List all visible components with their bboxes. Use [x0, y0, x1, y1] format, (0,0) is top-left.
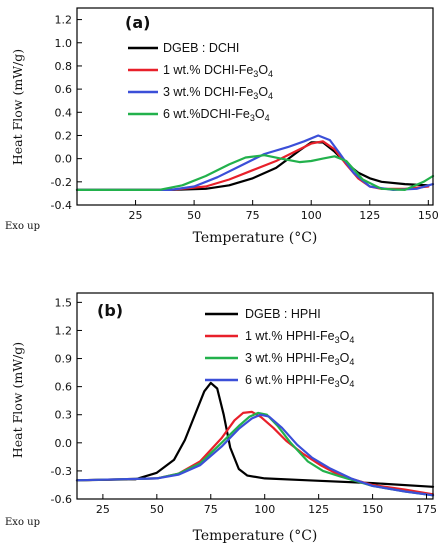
- y-tick-label: 1.0: [55, 37, 73, 50]
- y-tick-label: 1.2: [55, 14, 73, 27]
- legend-label-4: 6 wt.% HPHI-Fe3O4: [245, 373, 354, 389]
- x-axis-title-b: Temperature (°C): [193, 528, 318, 544]
- legend-label-2: 1 wt.% HPHI-Fe3O4: [245, 329, 354, 345]
- x-tick-label: 125: [308, 503, 329, 516]
- y-tick-label: -0.4: [51, 199, 72, 212]
- y-tick-label: 1.2: [55, 324, 73, 337]
- y-axis-title-b: Heat Flow (mW/g): [10, 342, 25, 458]
- ticks-a: 25 50 75 100 125 150 -0.4 -0.2 0.0 0.2 0.4 0.6 0.8 1.…: [51, 14, 439, 222]
- series-line-2: [75, 410, 435, 496]
- series-line-4: [75, 413, 435, 497]
- x-tick-label: 50: [150, 503, 164, 516]
- y-axis-title-a: Heat Flow (mW/g): [10, 49, 25, 165]
- y-tick-label: 0.2: [55, 129, 73, 142]
- panel-label-b: (b): [97, 301, 123, 320]
- y-tick-label: 0.0: [55, 437, 73, 450]
- y-tick-label: 0.8: [55, 60, 73, 73]
- lines-a: [75, 134, 435, 191]
- ticks-b: 25 50 75 100 125 150 175 -0.6 -0.3 0.0 0.3 0.6 0.9 1.…: [51, 296, 437, 516]
- series-line-1: [75, 141, 430, 191]
- x-tick-label: 100: [301, 209, 322, 222]
- y-tick-label: 0.6: [55, 381, 73, 394]
- legend-b: DGEB : HPHI 1 wt.% HPHI-Fe3O4 3 wt.% HPHI-…: [205, 307, 354, 389]
- plot-frame-a: [76, 7, 434, 206]
- x-tick-label: 100: [254, 503, 275, 516]
- panel-label-a: (a): [125, 13, 150, 32]
- panel-a: DGEB : DCHI 1 wt.% DCHI-Fe3O4 3 wt.% DCHI-…: [5, 7, 439, 246]
- exo-note-b: Exo up: [5, 517, 40, 528]
- y-tick-label: 1.5: [55, 296, 73, 309]
- x-axis-title-a: Temperature (°C): [193, 230, 318, 246]
- legend-label-2: 1 wt.% DCHI-Fe3O4: [163, 63, 273, 79]
- y-tick-label: 0.9: [55, 353, 73, 366]
- legend-label-1: DGEB : DCHI: [163, 41, 239, 55]
- y-tick-label: 0.4: [55, 106, 73, 119]
- y-tick-label: -0.2: [51, 176, 72, 189]
- x-tick-label: 175: [416, 503, 437, 516]
- x-tick-label: 25: [96, 503, 110, 516]
- y-tick-label: 0.3: [55, 409, 73, 422]
- y-tick-label: -0.6: [51, 493, 72, 506]
- x-tick-label: 150: [362, 503, 383, 516]
- legend-label-1: DGEB : HPHI: [245, 307, 321, 321]
- x-tick-label: 125: [359, 209, 380, 222]
- x-tick-label: 25: [129, 209, 143, 222]
- legend-a: DGEB : DCHI 1 wt.% DCHI-Fe3O4 3 wt.% DCHI-…: [128, 41, 273, 123]
- series-line-3: [75, 411, 435, 497]
- series-line-2: [75, 140, 430, 191]
- series-line-4: [75, 154, 435, 191]
- legend-label-3: 3 wt.% HPHI-Fe3O4: [245, 351, 354, 367]
- legend-label-3: 3 wt.% DCHI-Fe3O4: [163, 85, 273, 101]
- lines-b: [75, 381, 435, 497]
- x-tick-label: 75: [246, 209, 260, 222]
- x-tick-label: 150: [418, 209, 439, 222]
- legend-label-4: 6 wt.%DCHI-Fe3O4: [163, 107, 270, 123]
- series-line-1: [75, 381, 435, 488]
- x-tick-label: 50: [187, 209, 201, 222]
- panel-b: DGEB : HPHI 1 wt.% HPHI-Fe3O4 3 wt.% HPHI-…: [5, 292, 437, 544]
- y-tick-label: 0.6: [55, 83, 73, 96]
- y-tick-label: -0.3: [51, 465, 72, 478]
- exo-note-a: Exo up: [5, 221, 40, 232]
- plot-frame-b: [76, 292, 434, 500]
- x-tick-label: 75: [204, 503, 218, 516]
- y-tick-label: 0.0: [55, 153, 73, 166]
